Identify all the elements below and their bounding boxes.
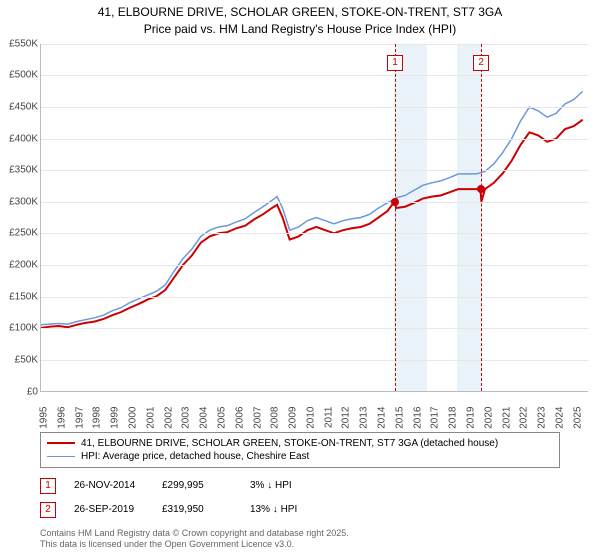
x-tick-label: 2001: [145, 406, 156, 442]
gridline-h: [41, 328, 588, 329]
x-tick-label: 2012: [341, 406, 352, 442]
sale-date-1: 26-NOV-2014: [74, 480, 144, 491]
sale-row-1: 1 26-NOV-2014 £299,995 3% ↓ HPI: [40, 474, 560, 498]
x-tick-label: 2022: [519, 406, 530, 442]
sale-marker-box: 1: [387, 55, 403, 71]
sale-point: [391, 198, 399, 206]
legend-swatch-hpi: [47, 456, 75, 457]
x-tick-label: 2008: [270, 406, 281, 442]
sale-date-2: 26-SEP-2019: [74, 504, 144, 515]
attribution-line2: This data is licensed under the Open Gov…: [40, 539, 560, 551]
x-tick-label: 2015: [394, 406, 405, 442]
x-tick-label: 2009: [288, 406, 299, 442]
sale-point: [477, 185, 485, 193]
y-tick-label: £50K: [2, 354, 38, 365]
x-tick-label: 2025: [572, 406, 583, 442]
sale-price-2: £319,950: [162, 504, 232, 515]
y-tick-label: £100K: [2, 323, 38, 334]
gridline-h: [41, 265, 588, 266]
gridline-h: [41, 297, 588, 298]
x-tick-label: 1999: [110, 406, 121, 442]
gridline-h: [41, 202, 588, 203]
attribution: Contains HM Land Registry data © Crown c…: [40, 528, 560, 551]
y-tick-label: £250K: [2, 228, 38, 239]
sale-marker-line: [395, 44, 396, 391]
y-tick-label: £450K: [2, 101, 38, 112]
legend-label-hpi: HPI: Average price, detached house, Ches…: [81, 451, 309, 462]
x-tick-label: 1996: [56, 406, 67, 442]
legend-item-price: 41, ELBOURNE DRIVE, SCHOLAR GREEN, STOKE…: [47, 437, 553, 450]
x-tick-label: 2010: [305, 406, 316, 442]
x-tick-label: 2024: [554, 406, 565, 442]
gridline-h: [41, 75, 588, 76]
x-tick-label: 2000: [127, 406, 138, 442]
y-tick-label: £500K: [2, 70, 38, 81]
gridline-h: [41, 360, 588, 361]
gridline-h: [41, 139, 588, 140]
sale-row-2: 2 26-SEP-2019 £319,950 13% ↓ HPI: [40, 498, 560, 522]
x-tick-label: 2006: [234, 406, 245, 442]
x-tick-label: 2019: [466, 406, 477, 442]
sale-delta-2: 13% ↓ HPI: [250, 504, 320, 515]
chart-area: 12 £0£50K£100K£150K£200K£250K£300K£350K£…: [0, 40, 600, 430]
sale-delta-1: 3% ↓ HPI: [250, 480, 320, 491]
y-tick-label: £0: [2, 386, 38, 397]
x-tick-label: 2021: [501, 406, 512, 442]
gridline-h: [41, 170, 588, 171]
title-line1: 41, ELBOURNE DRIVE, SCHOLAR GREEN, STOKE…: [0, 4, 600, 21]
gridline-h: [41, 44, 588, 45]
x-tick-label: 1995: [39, 406, 50, 442]
x-tick-label: 2011: [323, 406, 334, 442]
x-tick-label: 1998: [92, 406, 103, 442]
x-tick-label: 2003: [181, 406, 192, 442]
sale-marker-2: 2: [40, 502, 56, 518]
x-tick-label: 2004: [199, 406, 210, 442]
gridline-h: [41, 107, 588, 108]
attribution-line1: Contains HM Land Registry data © Crown c…: [40, 528, 560, 540]
sale-marker-line: [481, 44, 482, 391]
y-tick-label: £350K: [2, 165, 38, 176]
x-tick-label: 2020: [483, 406, 494, 442]
y-tick-label: £300K: [2, 196, 38, 207]
y-tick-label: £150K: [2, 291, 38, 302]
y-tick-label: £200K: [2, 260, 38, 271]
x-tick-label: 1997: [74, 406, 85, 442]
series-line-hpi: [41, 91, 583, 324]
x-tick-label: 2002: [163, 406, 174, 442]
line-svg: [41, 44, 588, 391]
y-tick-label: £550K: [2, 38, 38, 49]
plot-area: 12: [40, 44, 588, 392]
x-tick-label: 2018: [448, 406, 459, 442]
x-tick-label: 2013: [359, 406, 370, 442]
x-tick-label: 2023: [537, 406, 548, 442]
x-tick-label: 2016: [412, 406, 423, 442]
sale-marker-1: 1: [40, 478, 56, 494]
gridline-h: [41, 233, 588, 234]
x-tick-label: 2014: [377, 406, 388, 442]
legend-item-hpi: HPI: Average price, detached house, Ches…: [47, 450, 553, 463]
x-tick-label: 2017: [430, 406, 441, 442]
x-tick-label: 2007: [252, 406, 263, 442]
sale-marker-box: 2: [473, 55, 489, 71]
y-tick-label: £400K: [2, 133, 38, 144]
chart-title-block: 41, ELBOURNE DRIVE, SCHOLAR GREEN, STOKE…: [0, 0, 600, 40]
x-tick-label: 2005: [216, 406, 227, 442]
sales-table: 1 26-NOV-2014 £299,995 3% ↓ HPI 2 26-SEP…: [40, 474, 560, 522]
sale-price-1: £299,995: [162, 480, 232, 491]
title-line2: Price paid vs. HM Land Registry's House …: [0, 21, 600, 38]
